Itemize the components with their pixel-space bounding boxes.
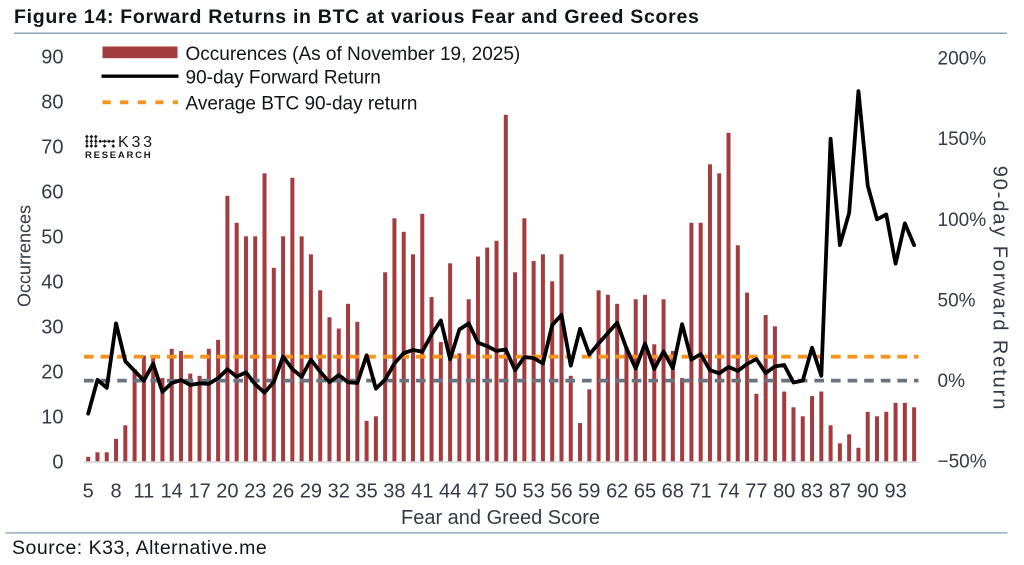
svg-text:11: 11 (134, 481, 155, 503)
svg-text:40: 40 (41, 271, 63, 293)
svg-text:56: 56 (550, 481, 572, 503)
svg-text:0%: 0% (938, 371, 966, 392)
svg-text:23: 23 (244, 481, 266, 503)
svg-text:Figure 14: Forward Returns in: Figure 14: Forward Returns in BTC at var… (14, 6, 700, 28)
svg-text:26: 26 (272, 481, 294, 503)
svg-text:17: 17 (188, 481, 210, 503)
svg-text:90: 90 (857, 481, 879, 503)
svg-text:Occurences (As of November 19,: Occurences (As of November 19, 2025) (186, 44, 521, 65)
svg-text:−50%: −50% (938, 452, 987, 473)
svg-text:5: 5 (83, 481, 94, 503)
svg-text:8: 8 (110, 481, 121, 503)
svg-text:100%: 100% (938, 210, 987, 231)
svg-text:50: 50 (495, 481, 517, 503)
svg-text:0: 0 (52, 451, 63, 473)
svg-text:83: 83 (801, 481, 823, 503)
svg-text:20: 20 (41, 361, 63, 383)
svg-text:38: 38 (383, 481, 405, 503)
svg-text:80: 80 (773, 481, 795, 503)
svg-text:59: 59 (578, 481, 600, 503)
svg-text:77: 77 (745, 481, 767, 503)
svg-text:29: 29 (300, 481, 322, 503)
svg-text:200%: 200% (938, 49, 987, 70)
svg-text:K33: K33 (118, 134, 155, 151)
svg-text:32: 32 (328, 481, 350, 503)
svg-text:90-day Forward Return: 90-day Forward Return (989, 166, 1011, 412)
svg-text:90: 90 (41, 46, 63, 68)
svg-text:Source: K33, Alternative.me: Source: K33, Alternative.me (12, 537, 267, 559)
svg-text:50%: 50% (938, 290, 976, 311)
svg-text:65: 65 (634, 481, 656, 503)
svg-text:53: 53 (522, 481, 544, 503)
svg-text:70: 70 (41, 136, 63, 158)
svg-text:93: 93 (884, 481, 906, 503)
svg-text:RESEARCH: RESEARCH (85, 150, 152, 161)
svg-text:62: 62 (606, 481, 628, 503)
svg-text:10: 10 (41, 406, 63, 428)
svg-text:150%: 150% (938, 129, 987, 150)
svg-text:14: 14 (161, 481, 183, 503)
svg-text:20: 20 (216, 481, 238, 503)
svg-text:90-day Forward Return: 90-day Forward Return (186, 68, 381, 89)
svg-text:50: 50 (41, 226, 63, 248)
svg-text:41: 41 (411, 481, 433, 503)
svg-text:87: 87 (829, 481, 851, 503)
svg-text:44: 44 (439, 481, 461, 503)
svg-text:Occurrences: Occurrences (15, 205, 35, 307)
svg-text:Fear and Greed Score: Fear and Greed Score (401, 507, 600, 529)
svg-text:80: 80 (41, 91, 63, 113)
svg-text:Average BTC 90-day return: Average BTC 90-day return (186, 94, 418, 115)
svg-text:30: 30 (41, 316, 63, 338)
svg-text:68: 68 (662, 481, 684, 503)
svg-text:74: 74 (717, 481, 739, 503)
svg-text:71: 71 (690, 481, 712, 503)
svg-text:60: 60 (41, 181, 63, 203)
svg-text:47: 47 (467, 481, 489, 503)
svg-text:35: 35 (355, 481, 377, 503)
